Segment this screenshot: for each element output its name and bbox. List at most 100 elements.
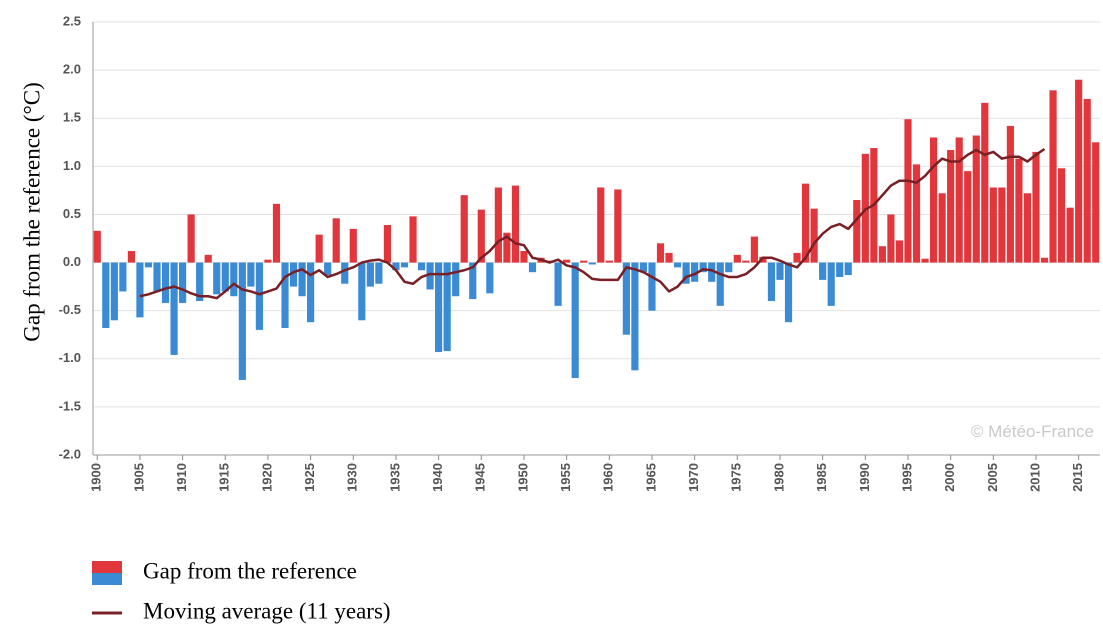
bar bbox=[938, 193, 946, 263]
x-tick-label: 1945 bbox=[473, 463, 488, 492]
bar bbox=[520, 251, 528, 263]
bar bbox=[827, 262, 835, 306]
bar bbox=[767, 262, 776, 302]
bar bbox=[904, 119, 912, 263]
bar bbox=[998, 187, 1006, 263]
x-tick-label: 1980 bbox=[771, 463, 786, 492]
y-tick-label: 1.0 bbox=[63, 158, 81, 173]
bar bbox=[793, 252, 801, 263]
bar bbox=[435, 262, 443, 353]
bar bbox=[213, 262, 221, 295]
bar bbox=[887, 214, 895, 263]
x-tick-label: 1970 bbox=[686, 463, 701, 492]
bar bbox=[588, 262, 596, 265]
legend-label: Moving average (11 years) bbox=[143, 598, 391, 623]
bar bbox=[460, 195, 468, 263]
bar bbox=[964, 171, 972, 263]
bar bbox=[554, 262, 562, 306]
bar bbox=[1040, 257, 1049, 263]
watermark: © Météo-France bbox=[971, 422, 1094, 441]
x-tick-label: 2010 bbox=[1027, 463, 1042, 492]
bar bbox=[1083, 98, 1091, 263]
y-tick-label: 1.5 bbox=[63, 110, 81, 125]
bar bbox=[196, 262, 204, 302]
legend-swatch bbox=[92, 561, 122, 573]
bar bbox=[708, 262, 716, 282]
y-axis-label: Gap from the reference (°C) bbox=[19, 82, 44, 342]
bar bbox=[409, 216, 417, 263]
x-tick-label: 1935 bbox=[387, 463, 402, 492]
bar bbox=[844, 262, 852, 276]
legend-label: Gap from the reference bbox=[143, 558, 357, 583]
bar bbox=[912, 164, 921, 263]
bar bbox=[1006, 125, 1014, 263]
bar bbox=[801, 183, 810, 263]
bar bbox=[528, 262, 537, 273]
x-tick-label: 1925 bbox=[302, 463, 317, 492]
bar bbox=[477, 209, 485, 263]
bar bbox=[127, 251, 135, 263]
bar bbox=[247, 262, 255, 287]
bar bbox=[503, 232, 511, 263]
bar bbox=[511, 185, 520, 263]
y-tick-label: -1.0 bbox=[59, 350, 81, 365]
y-tick-label: 0.5 bbox=[63, 206, 81, 221]
x-tick-label: 1995 bbox=[899, 463, 914, 492]
bar bbox=[119, 262, 127, 292]
bar bbox=[417, 262, 426, 271]
bar bbox=[1075, 79, 1083, 263]
bar bbox=[426, 262, 434, 290]
bar bbox=[315, 234, 323, 263]
x-tick-label: 1985 bbox=[814, 463, 829, 492]
bar bbox=[375, 262, 383, 284]
x-tick-label: 1920 bbox=[259, 463, 274, 492]
bar bbox=[179, 262, 187, 303]
bar bbox=[255, 262, 263, 330]
bar bbox=[989, 187, 997, 263]
y-tick-label: 2.5 bbox=[63, 13, 81, 28]
bar bbox=[605, 260, 613, 263]
x-tick-label: 1960 bbox=[601, 463, 616, 492]
y-tick-label: 0.0 bbox=[63, 254, 81, 269]
bar bbox=[1049, 90, 1057, 263]
bar bbox=[272, 203, 281, 263]
bar bbox=[810, 208, 818, 263]
bar bbox=[289, 262, 298, 287]
x-tick-label: 1915 bbox=[217, 463, 232, 492]
bar bbox=[580, 260, 588, 263]
x-tick-label: 1990 bbox=[857, 463, 872, 492]
bar bbox=[204, 254, 212, 263]
bar bbox=[930, 137, 938, 263]
bar bbox=[895, 240, 904, 263]
bar bbox=[358, 262, 366, 321]
x-tick-label: 1930 bbox=[345, 463, 360, 492]
bar bbox=[298, 262, 306, 297]
y-tick-label: -1.5 bbox=[59, 398, 81, 413]
bar bbox=[819, 262, 827, 280]
bar bbox=[366, 262, 374, 287]
bar bbox=[187, 214, 195, 263]
bar bbox=[1066, 207, 1074, 263]
bar bbox=[1023, 193, 1032, 263]
bar bbox=[673, 262, 682, 268]
bar bbox=[93, 230, 101, 263]
bar bbox=[716, 262, 724, 306]
bar bbox=[170, 262, 178, 355]
bar bbox=[622, 262, 630, 335]
bar bbox=[469, 262, 477, 300]
x-tick-label: 1955 bbox=[558, 463, 573, 492]
bar bbox=[878, 246, 886, 263]
bar bbox=[264, 259, 272, 263]
bar bbox=[230, 262, 238, 297]
bar bbox=[221, 262, 229, 292]
bar bbox=[1015, 158, 1023, 263]
x-tick-label: 2015 bbox=[1070, 463, 1085, 492]
x-tick-label: 1905 bbox=[131, 463, 146, 492]
bar bbox=[341, 262, 349, 284]
bar bbox=[921, 258, 929, 263]
bar bbox=[639, 262, 648, 273]
x-tick-label: 1965 bbox=[643, 463, 658, 492]
bar bbox=[238, 262, 246, 380]
x-tick-label: 1900 bbox=[89, 463, 104, 492]
